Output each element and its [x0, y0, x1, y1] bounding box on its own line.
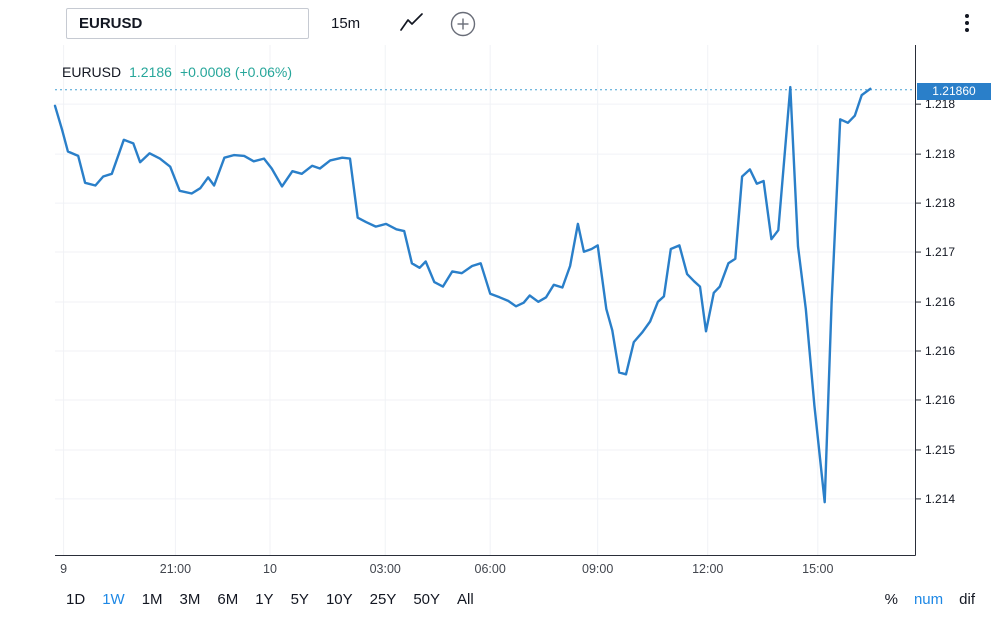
compare-add-button[interactable]: [448, 9, 478, 39]
range-button-6m[interactable]: 6M: [217, 590, 239, 608]
x-axis-label: 06:00: [475, 562, 506, 576]
kebab-menu-icon: [965, 14, 969, 32]
y-axis-label: 1.214: [925, 492, 955, 506]
mode-button-num[interactable]: num: [913, 590, 944, 608]
y-axis-label: 1.216: [925, 344, 955, 358]
range-button-50y[interactable]: 50Y: [413, 590, 441, 608]
legend-change: +0.0008 (+0.06%): [179, 64, 293, 80]
range-button-all[interactable]: All: [457, 590, 474, 608]
x-axis-label: 12:00: [692, 562, 723, 576]
range-selector: 1D 1W 1M 3M 6M 1Y 5Y 10Y 25Y 50Y All: [66, 591, 474, 608]
range-button-1d[interactable]: 1D: [66, 590, 86, 608]
current-price-badge: 1.21860: [917, 83, 991, 100]
x-axis-label: 21:00: [160, 562, 191, 576]
price-series-line: [53, 85, 872, 504]
y-axis-label: 1.216: [925, 295, 955, 309]
bottom-toolbar: 1D 1W 1M 3M 6M 1Y 5Y 10Y 25Y 50Y All % n…: [66, 586, 975, 612]
range-button-1m[interactable]: 1M: [141, 590, 163, 608]
range-button-5y[interactable]: 5Y: [290, 590, 309, 608]
legend-symbol: EURUSD: [62, 64, 122, 80]
y-axis-label: 1.216: [925, 393, 955, 407]
chart-style-button[interactable]: [398, 11, 426, 37]
range-button-1y[interactable]: 1Y: [255, 590, 274, 608]
line-chart-icon: [400, 13, 423, 31]
y-axis-label: 1.218: [925, 147, 955, 161]
x-axis-label: 09:00: [582, 562, 613, 576]
x-axis-label: 9: [60, 562, 67, 576]
symbol-input[interactable]: [66, 8, 309, 39]
range-button-10y[interactable]: 10Y: [325, 590, 353, 608]
y-axis-label: 1.218: [925, 196, 955, 210]
scale-mode-selector: % num dif: [885, 591, 975, 608]
interval-label: 15m: [331, 15, 361, 32]
mode-button-percent[interactable]: %: [884, 590, 898, 608]
legend-price: 1.2186: [129, 64, 172, 80]
range-button-25y[interactable]: 25Y: [369, 590, 397, 608]
x-axis-label: 03:00: [370, 562, 401, 576]
mode-button-dif[interactable]: dif: [959, 590, 975, 608]
top-toolbar: 15m: [0, 0, 1003, 48]
x-axis-label: 15:00: [802, 562, 833, 576]
menu-button[interactable]: [957, 8, 977, 38]
y-axis-label: 1.217: [925, 245, 955, 259]
plus-circle-icon: [450, 11, 476, 37]
x-axis-label: 10: [263, 562, 277, 576]
y-axis-label: 1.215: [925, 443, 955, 457]
range-button-3m[interactable]: 3M: [179, 590, 201, 608]
range-button-1w[interactable]: 1W: [102, 590, 125, 608]
chart-legend: EURUSD 1.2186 +0.0008 (+0.06%): [62, 64, 292, 80]
